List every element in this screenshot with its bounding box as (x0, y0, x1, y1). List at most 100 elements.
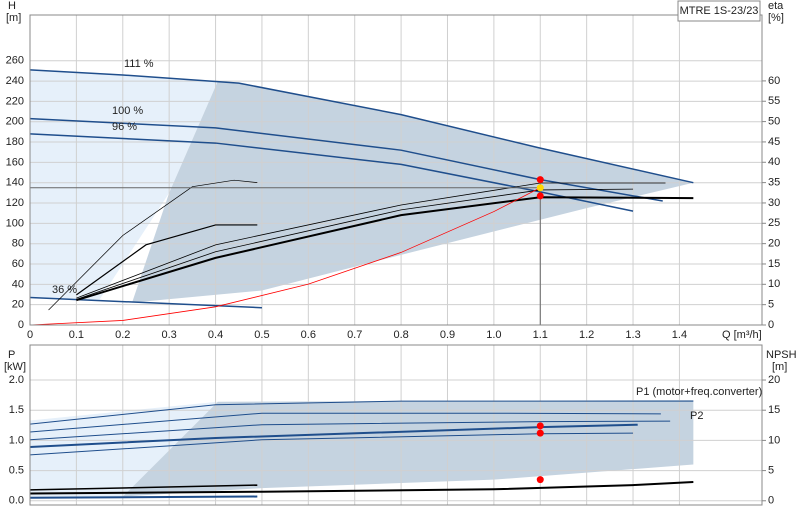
y2-tick-label: 20 (768, 238, 780, 250)
curve (29, 495, 258, 499)
y2-tick-label: 45 (768, 136, 780, 148)
y2-tick-label: 0 (768, 495, 774, 507)
curve (76, 188, 634, 300)
y2-tick-label: 5 (768, 464, 774, 476)
curve (29, 420, 671, 441)
curve-label: 36 % (52, 284, 77, 296)
curve (29, 117, 663, 202)
y2-axis-title: eta (768, 0, 784, 12)
x-tick-label: 0.5 (254, 329, 269, 341)
duty-point (536, 422, 544, 430)
curve-label: P2 (690, 410, 703, 422)
y2-tick-label: 30 (768, 197, 780, 209)
y-tick-label: 0.5 (9, 464, 24, 476)
x-tick-label: 1.3 (625, 329, 640, 341)
x-tick-label: 1.4 (672, 329, 687, 341)
y-axis-title: P (8, 349, 15, 361)
y2-tick-label: 10 (768, 278, 780, 290)
x-tick-label: 1.2 (579, 329, 594, 341)
y-axis-unit: [kW] (4, 361, 26, 373)
y-tick-label: 1.0 (9, 434, 24, 446)
duty-point (536, 429, 544, 437)
operating-region (122, 399, 694, 497)
curve (48, 179, 258, 311)
curve (29, 296, 262, 309)
y-tick-label: 100 (6, 217, 24, 229)
curve (29, 432, 634, 456)
curve (29, 412, 661, 433)
curve-label: 100 % (112, 105, 143, 117)
y-tick-label: 0 (18, 319, 24, 331)
curve (76, 182, 666, 299)
curve (29, 187, 541, 326)
curve-label: 111 % (124, 58, 154, 70)
y2-tick-label: 5 (768, 299, 774, 311)
x-tick-label: 1.1 (533, 329, 548, 341)
y-tick-label: 180 (6, 136, 24, 148)
x-tick-label: 0.9 (440, 329, 455, 341)
y-tick-label: 160 (6, 156, 24, 168)
curve (76, 224, 258, 296)
x-tick-label: 0.3 (162, 329, 177, 341)
y2-tick-label: 55 (768, 95, 780, 107)
y2-axis-title: NPSH (766, 349, 797, 361)
y-tick-label: 140 (6, 177, 24, 189)
y2-axis-unit: [m] (772, 361, 787, 373)
y2-tick-label: 50 (768, 115, 780, 127)
x-tick-label: 0.7 (347, 329, 362, 341)
curve (29, 69, 694, 184)
y2-tick-label: 40 (768, 156, 780, 168)
y-tick-label: 2.0 (9, 374, 24, 386)
x-tick-label: 0.8 (393, 329, 408, 341)
duty-point (536, 176, 544, 184)
y-axis-unit: [m] (6, 12, 21, 24)
curve (29, 484, 258, 491)
y-tick-label: 220 (6, 95, 24, 107)
y2-tick-label: 10 (768, 434, 780, 446)
curve (29, 481, 694, 495)
y2-tick-label: 20 (768, 374, 780, 386)
y2-tick-label: 15 (768, 404, 780, 416)
x-tick-label: 0.1 (69, 329, 84, 341)
y2-tick-label: 15 (768, 258, 780, 270)
x-tick-label: 0 (27, 329, 33, 341)
y2-tick-label: 0 (768, 319, 774, 331)
chart-title: MTRE 1S-23/23 (680, 5, 759, 17)
y-tick-label: 0.0 (9, 495, 24, 507)
y-axis-title: H (8, 0, 16, 12)
curve (29, 423, 638, 449)
curve (29, 400, 694, 425)
y2-axis-unit: [%] (768, 12, 784, 24)
y2-tick-label: 25 (768, 217, 780, 229)
y-tick-label: 200 (6, 116, 24, 128)
y-tick-label: 40 (12, 278, 24, 290)
x-tick-label: 0.4 (208, 329, 223, 341)
y-tick-label: 260 (6, 55, 24, 67)
y-tick-label: 60 (12, 258, 24, 270)
duty-point (536, 476, 544, 484)
y-tick-label: 1.5 (9, 404, 24, 416)
title-box (677, 0, 761, 22)
operating-region (132, 81, 694, 303)
duty-point (536, 184, 544, 192)
curve (76, 196, 694, 302)
duty-point (536, 192, 544, 200)
plot-layers: 0 0.1 0.2 0.3 0.4 0.5 0.6 0.7 0.8 0.9 1.0 1.1 1.2 1.3… (6, 14, 780, 507)
x-tick-label: 1.0 (486, 329, 501, 341)
curve-label: 96 % (112, 121, 137, 133)
y-tick-label: 20 (12, 299, 24, 311)
curve-label: P1 (motor+freq.converter) (636, 386, 762, 398)
y2-tick-label: 35 (768, 177, 780, 189)
x-tick-label: 0.2 (115, 329, 130, 341)
y-tick-label: 120 (6, 197, 24, 209)
x-tick-label: 0.6 (301, 329, 316, 341)
y2-tick-label: 60 (768, 75, 780, 87)
plot-frame (29, 344, 763, 506)
x-axis-title: Q [m³/h] (722, 329, 762, 341)
y-tick-label: 80 (12, 238, 24, 250)
plot-frame (29, 14, 763, 326)
operating-region (30, 69, 218, 300)
y-tick-label: 240 (6, 75, 24, 87)
